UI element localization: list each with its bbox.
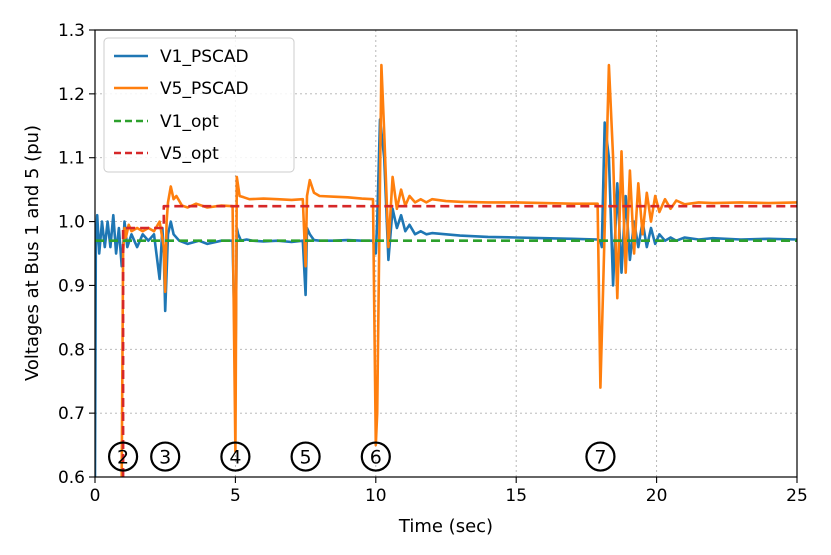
x-tick-label: 20 [646, 486, 668, 506]
series-layer [95, 63, 797, 477]
legend: V1_PSCAD V5_PSCAD V1_opt V5_opt [103, 37, 295, 173]
event-marker-7: 7 [585, 441, 616, 472]
x-tick-label: 15 [505, 486, 527, 506]
event-marker-label: 7 [594, 447, 606, 469]
event-marker-3: 3 [150, 441, 181, 472]
event-marker-label: 3 [159, 447, 171, 469]
x-axis-label: Time (sec) [398, 516, 493, 537]
event-marker-circle [107, 441, 139, 472]
legend-label-v5-pscad: V5_PSCAD [160, 79, 249, 99]
y-axis-label: Voltages at Bus 1 and 5 (pu) [22, 125, 43, 381]
y-tick-label: 0.7 [58, 404, 85, 424]
event-marker-4: 4 [220, 441, 251, 472]
x-tick-label: 10 [365, 486, 387, 506]
legend-label-v5-opt: V5_opt [160, 144, 219, 164]
event-marker-5: 5 [290, 441, 321, 472]
y-tick-label: 0.6 [58, 468, 85, 488]
series-line-v5-opt [121, 204, 797, 477]
y-tick-label: 1.0 [58, 213, 85, 233]
x-tick-label: 5 [230, 486, 241, 506]
legend-label-v1-opt: V1_opt [160, 112, 219, 132]
annotation-layer: 2 3 4 5 6 7 [107, 441, 616, 472]
x-tick-label: 0 [90, 486, 101, 506]
event-marker-circle [585, 441, 616, 472]
y-tick-label: 0.9 [58, 276, 85, 296]
event-marker-label: 6 [370, 447, 382, 469]
event-marker-6: 6 [360, 441, 391, 472]
event-marker-label: 5 [300, 447, 312, 469]
y-tick-label: 1.2 [58, 85, 85, 105]
x-tick-label: 25 [786, 486, 808, 506]
event-marker-circle [360, 441, 391, 472]
plot-frame [94, 29, 798, 478]
event-marker-circle [290, 441, 321, 472]
series-line-v1-pscad [95, 118, 797, 477]
event-marker-circle [150, 441, 181, 472]
y-tick-label: 0.8 [58, 340, 85, 360]
event-marker-label: 4 [229, 447, 241, 469]
legend-box [103, 37, 295, 173]
y-tick-label: 1.1 [58, 149, 85, 169]
y-tick-label: 1.3 [58, 21, 85, 41]
event-marker-circle [220, 441, 251, 472]
event-marker-label: 2 [117, 447, 129, 469]
axis-ticks: 0 5 10 15 20 250.60.70.80.91.01.11.21.3 [58, 21, 808, 506]
event-marker-2: 2 [107, 441, 139, 472]
legend-label-v1-pscad: V1_PSCAD [160, 47, 249, 67]
